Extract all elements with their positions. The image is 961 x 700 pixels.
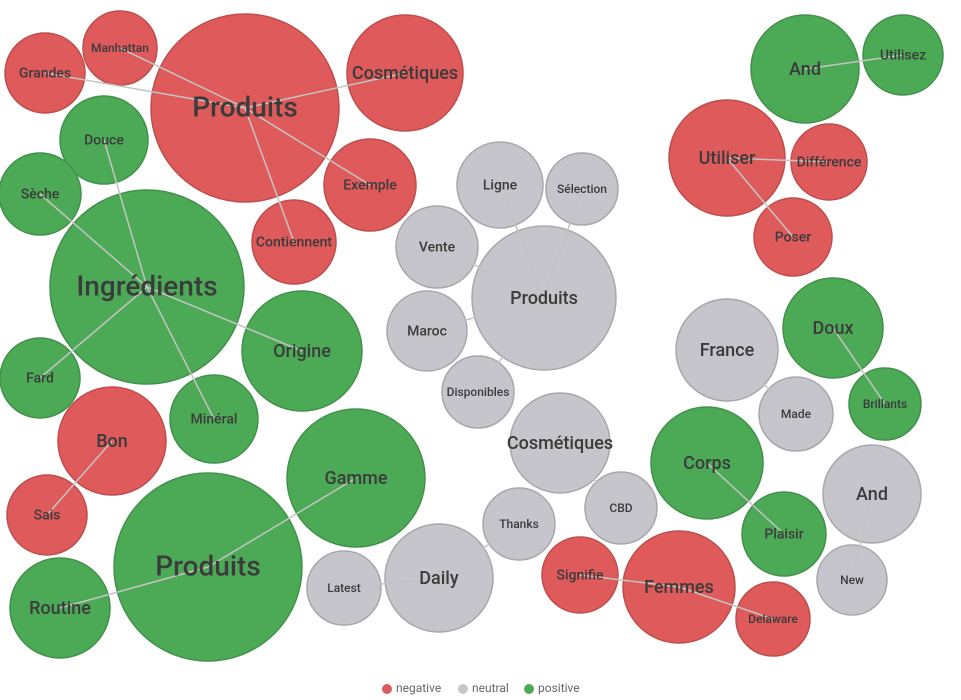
legend-label: positive — [538, 681, 580, 695]
link — [39, 286, 148, 379]
link — [706, 462, 785, 535]
link — [851, 493, 873, 581]
link — [119, 47, 246, 109]
bubble-label: Ingrédients — [76, 269, 217, 302]
bubble-label: Signifie — [556, 568, 604, 584]
bubble-label: Contiennent — [256, 235, 332, 251]
link — [343, 577, 440, 589]
bubble-label: Sèche — [21, 187, 60, 203]
legend-label: neutral — [472, 681, 509, 695]
legend-swatch — [524, 684, 534, 694]
link — [726, 157, 830, 163]
link — [207, 477, 357, 568]
bubble-label: Produits — [192, 90, 298, 123]
bubble-label: Douce — [84, 133, 124, 149]
bubble-label: Utilisez — [880, 48, 926, 64]
bubble-label: Produits — [155, 549, 261, 582]
bubble-label: Minéral — [191, 412, 238, 428]
bubble-label: Plaisir — [764, 527, 803, 543]
bubble-label: New — [840, 573, 864, 587]
legend-label: negative — [396, 681, 441, 695]
link — [499, 184, 545, 299]
bubble-label: Ligne — [483, 178, 518, 194]
bubble-label: Doux — [812, 318, 853, 339]
bubble-label: Vente — [419, 240, 456, 256]
link — [244, 72, 406, 109]
bubble-label: Delaware — [748, 612, 798, 626]
link — [103, 139, 148, 288]
bubble-label: Origine — [273, 341, 331, 362]
bubbles — [0, 10, 944, 662]
bubble-label: Fard — [26, 371, 54, 387]
link — [436, 246, 545, 299]
link — [832, 327, 886, 405]
bubble-label: And — [856, 484, 888, 505]
bubble-label: Manhattan — [91, 41, 149, 55]
bubble-label: Gamme — [325, 468, 388, 489]
link — [146, 286, 303, 352]
bubble-label: France — [700, 340, 755, 361]
bubble-label: Cosmétiques — [352, 63, 458, 84]
bubble-label: Femmes — [644, 577, 714, 598]
bubble-label: Daily — [419, 568, 459, 589]
bubble-label: Routine — [29, 598, 91, 619]
link — [804, 54, 904, 70]
bubble-label: Sais — [34, 508, 61, 524]
link — [438, 523, 520, 579]
legend-swatch — [458, 684, 468, 694]
legend-swatch — [382, 684, 392, 694]
bubble-label: And — [789, 59, 821, 80]
links — [39, 47, 904, 620]
bubble-label: Bon — [96, 431, 128, 452]
link — [46, 440, 113, 516]
bubble-label: Exemple — [343, 178, 397, 194]
link — [543, 188, 583, 299]
link — [59, 566, 209, 609]
link — [244, 107, 371, 186]
link — [559, 442, 622, 509]
link — [146, 286, 215, 420]
labels: Produits Manhattan Grandes Cosmétiques Exemp… — [19, 41, 926, 626]
bubble-label: Utiliser — [699, 148, 756, 169]
bubble-label: Cosmétiques — [507, 433, 613, 454]
bubble-label: Disponibles — [447, 385, 510, 399]
link — [726, 349, 797, 415]
bubble-label: Brillants — [863, 397, 907, 411]
bubble-label: Latest — [327, 581, 361, 595]
link — [44, 72, 246, 109]
link — [678, 586, 774, 620]
link — [244, 107, 295, 243]
link — [39, 193, 148, 288]
bubble-label: Thanks — [499, 517, 539, 531]
bubble-label: Poser — [775, 230, 811, 246]
bubble-label: Maroc — [407, 324, 447, 340]
bubble-label: CBD — [609, 501, 632, 515]
link — [579, 574, 680, 588]
bubble-label: Sélection — [557, 182, 607, 196]
bubble-label: Produits — [510, 288, 578, 309]
bubble-label: Corps — [683, 453, 731, 474]
link — [726, 157, 794, 238]
bubble-label: Différence — [797, 155, 862, 171]
bubble-label: Made — [781, 407, 812, 421]
bubble-label: Grandes — [19, 66, 71, 82]
link — [477, 297, 545, 393]
link — [426, 297, 545, 332]
